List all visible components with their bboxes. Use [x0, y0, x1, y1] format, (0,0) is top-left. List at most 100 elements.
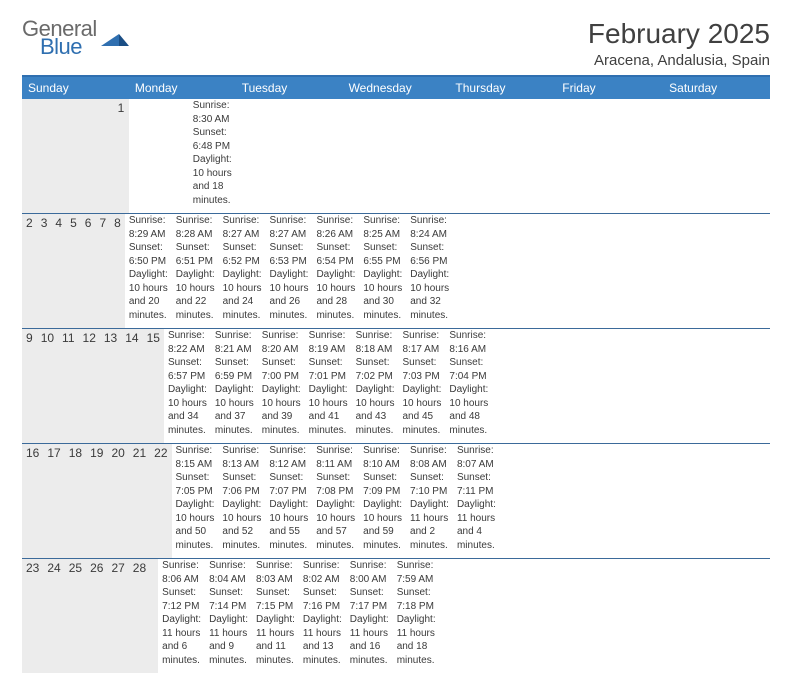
- sunrise-text: Sunrise: 8:29 AM: [129, 214, 168, 241]
- daylight-text: Daylight: 10 hours and 59 minutes.: [363, 498, 402, 552]
- month-title: February 2025: [588, 18, 770, 50]
- day-number: 4: [51, 214, 66, 328]
- sunset-text: Sunset: 7:01 PM: [309, 356, 348, 383]
- week-row: 16171819202122Sunrise: 8:15 AMSunset: 7:…: [22, 444, 770, 559]
- day-cell: Sunrise: 8:27 AMSunset: 6:52 PMDaylight:…: [219, 214, 266, 328]
- sunrise-text: Sunrise: 8:16 AM: [449, 329, 488, 356]
- day-cell: Sunrise: 8:10 AMSunset: 7:09 PMDaylight:…: [359, 444, 406, 558]
- day-number: [37, 99, 52, 213]
- day-cell: [179, 99, 189, 213]
- sunset-text: Sunset: 7:11 PM: [457, 471, 496, 498]
- daylight-text: Daylight: 10 hours and 32 minutes.: [410, 268, 449, 322]
- week-content-row: Sunrise: 8:30 AMSunset: 6:48 PMDaylight:…: [129, 99, 236, 213]
- logo: General Blue: [22, 18, 129, 58]
- day-cell: Sunrise: 8:21 AMSunset: 6:59 PMDaylight:…: [211, 329, 258, 443]
- day-cell: Sunrise: 8:27 AMSunset: 6:53 PMDaylight:…: [266, 214, 313, 328]
- sunrise-text: Sunrise: 8:19 AM: [309, 329, 348, 356]
- day-cell: Sunrise: 8:00 AMSunset: 7:17 PMDaylight:…: [346, 559, 393, 673]
- daylight-text: Daylight: 10 hours and 26 minutes.: [270, 268, 309, 322]
- day-number-strip: 232425262728: [22, 559, 158, 673]
- sunrise-text: Sunrise: 8:13 AM: [222, 444, 261, 471]
- day-number: 9: [22, 329, 37, 443]
- sunset-text: Sunset: 7:03 PM: [402, 356, 441, 383]
- sunrise-text: Sunrise: 8:30 AM: [193, 99, 232, 126]
- week-row: 232425262728Sunrise: 8:06 AMSunset: 7:12…: [22, 559, 770, 673]
- sunset-text: Sunset: 7:08 PM: [316, 471, 355, 498]
- daylight-text: Daylight: 10 hours and 41 minutes.: [309, 383, 348, 437]
- day-number: [83, 99, 98, 213]
- sunset-text: Sunset: 6:56 PM: [410, 241, 449, 268]
- day-cell: Sunrise: 8:07 AMSunset: 7:11 PMDaylight:…: [453, 444, 500, 558]
- day-number: 2: [22, 214, 37, 328]
- day-number: 18: [65, 444, 86, 558]
- sunset-text: Sunset: 7:15 PM: [256, 586, 295, 613]
- sunrise-text: Sunrise: 8:20 AM: [262, 329, 301, 356]
- sunset-text: Sunset: 6:53 PM: [270, 241, 309, 268]
- day-number: 27: [107, 559, 128, 673]
- calendar: Sunday Monday Tuesday Wednesday Thursday…: [22, 75, 770, 673]
- logo-text-blue: Blue: [40, 36, 97, 58]
- sunset-text: Sunset: 7:17 PM: [350, 586, 389, 613]
- day-number: 15: [143, 329, 164, 443]
- sunset-text: Sunset: 7:04 PM: [449, 356, 488, 383]
- day-number: [98, 99, 113, 213]
- day-number: 24: [43, 559, 64, 673]
- day-number: 14: [121, 329, 142, 443]
- daylight-text: Daylight: 10 hours and 48 minutes.: [449, 383, 488, 437]
- day-header-tuesday: Tuesday: [236, 77, 343, 99]
- sunrise-text: Sunrise: 8:15 AM: [176, 444, 215, 471]
- sunrise-text: Sunrise: 8:28 AM: [176, 214, 215, 241]
- sunset-text: Sunset: 7:12 PM: [162, 586, 201, 613]
- sunset-text: Sunset: 7:05 PM: [176, 471, 215, 498]
- day-number: 25: [65, 559, 86, 673]
- daylight-text: Daylight: 10 hours and 52 minutes.: [222, 498, 261, 552]
- logo-text: General Blue: [22, 18, 97, 58]
- sunset-text: Sunset: 6:55 PM: [363, 241, 402, 268]
- sunrise-text: Sunrise: 8:27 AM: [270, 214, 309, 241]
- sunset-text: Sunset: 6:51 PM: [176, 241, 215, 268]
- sunrise-text: Sunrise: 8:12 AM: [269, 444, 308, 471]
- day-number: 7: [95, 214, 110, 328]
- sunrise-text: Sunrise: 8:22 AM: [168, 329, 207, 356]
- sunset-text: Sunset: 6:48 PM: [193, 126, 232, 153]
- day-cell: Sunrise: 8:03 AMSunset: 7:15 PMDaylight:…: [252, 559, 299, 673]
- sunset-text: Sunset: 7:06 PM: [222, 471, 261, 498]
- day-header-friday: Friday: [556, 77, 663, 99]
- day-header-wednesday: Wednesday: [343, 77, 450, 99]
- day-cell: Sunrise: 8:11 AMSunset: 7:08 PMDaylight:…: [312, 444, 359, 558]
- daylight-text: Daylight: 10 hours and 50 minutes.: [176, 498, 215, 552]
- sunrise-text: Sunrise: 8:17 AM: [402, 329, 441, 356]
- day-cell: Sunrise: 8:29 AMSunset: 6:50 PMDaylight:…: [125, 214, 172, 328]
- day-cell: Sunrise: 8:28 AMSunset: 6:51 PMDaylight:…: [172, 214, 219, 328]
- day-header-monday: Monday: [129, 77, 236, 99]
- day-cell: [159, 99, 169, 213]
- page: General Blue February 2025 Aracena, Anda…: [0, 0, 792, 691]
- day-cell: Sunrise: 8:20 AMSunset: 7:00 PMDaylight:…: [258, 329, 305, 443]
- day-number: [53, 99, 68, 213]
- sunset-text: Sunset: 6:50 PM: [129, 241, 168, 268]
- sunrise-text: Sunrise: 8:27 AM: [223, 214, 262, 241]
- daylight-text: Daylight: 10 hours and 24 minutes.: [223, 268, 262, 322]
- logo-mark-icon: [101, 28, 129, 50]
- day-cell: Sunrise: 8:18 AMSunset: 7:02 PMDaylight:…: [352, 329, 399, 443]
- day-cell: Sunrise: 8:26 AMSunset: 6:54 PMDaylight:…: [312, 214, 359, 328]
- location: Aracena, Andalusia, Spain: [588, 52, 770, 69]
- sunset-text: Sunset: 6:59 PM: [215, 356, 254, 383]
- day-cell: Sunrise: 8:24 AMSunset: 6:56 PMDaylight:…: [406, 214, 453, 328]
- day-cell: Sunrise: 8:22 AMSunset: 6:57 PMDaylight:…: [164, 329, 211, 443]
- day-cell: Sunrise: 7:59 AMSunset: 7:18 PMDaylight:…: [393, 559, 440, 673]
- day-number-strip: 1: [22, 99, 129, 213]
- daylight-text: Daylight: 10 hours and 39 minutes.: [262, 383, 301, 437]
- daylight-text: Daylight: 11 hours and 11 minutes.: [256, 613, 295, 667]
- day-number: 1: [114, 99, 129, 213]
- daylight-text: Daylight: 10 hours and 28 minutes.: [316, 268, 355, 322]
- day-number: 17: [43, 444, 64, 558]
- sunrise-text: Sunrise: 8:21 AM: [215, 329, 254, 356]
- sunrise-text: Sunrise: 8:18 AM: [356, 329, 395, 356]
- day-number: 6: [81, 214, 96, 328]
- daylight-text: Daylight: 10 hours and 22 minutes.: [176, 268, 215, 322]
- day-cell: Sunrise: 8:02 AMSunset: 7:16 PMDaylight:…: [299, 559, 346, 673]
- day-number: [22, 99, 37, 213]
- daylight-text: Daylight: 10 hours and 55 minutes.: [269, 498, 308, 552]
- day-cell: Sunrise: 8:19 AMSunset: 7:01 PMDaylight:…: [305, 329, 352, 443]
